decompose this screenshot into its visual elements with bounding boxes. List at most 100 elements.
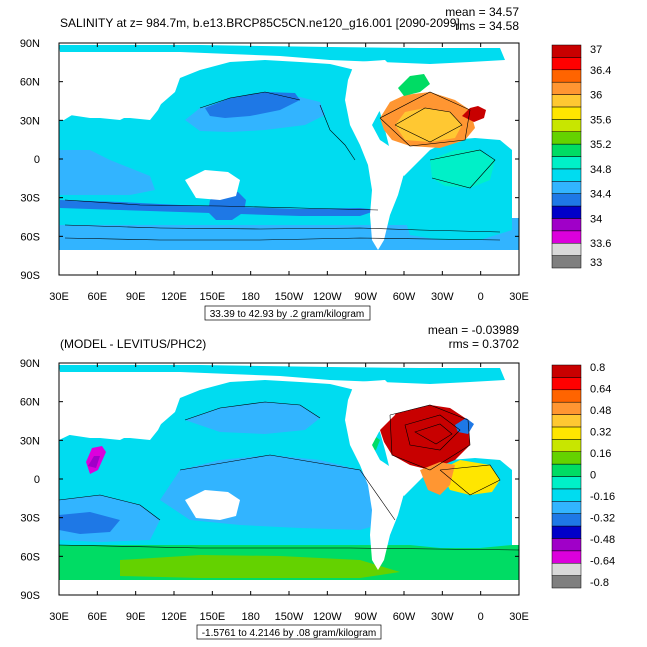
contour-line xyxy=(64,237,501,241)
colorbar-label: 0 xyxy=(590,470,596,482)
colorbar-label: 0.16 xyxy=(590,448,611,460)
y-tick-label: 90N xyxy=(20,38,40,50)
x-tick-label: 180 xyxy=(241,291,259,303)
colorbar-swatch xyxy=(551,181,582,194)
contour-line xyxy=(59,494,161,521)
y-tick-label: 60N xyxy=(20,397,40,409)
salinity-mean: mean = 34.57 xyxy=(445,5,519,19)
x-tick-label: 60E xyxy=(88,611,108,623)
colorbar-swatch xyxy=(551,562,582,576)
x-tick-label: 90E xyxy=(126,291,146,303)
y-tick-label: 90S xyxy=(20,270,40,282)
salinity-y-ticks: 90N 60N 30N 0 30S 60S 90S xyxy=(20,38,519,282)
y-tick-label: 30S xyxy=(20,513,40,525)
y-tick-label: 90N xyxy=(20,358,40,370)
y-tick-label: 30N xyxy=(20,115,40,127)
colorbar-swatch xyxy=(551,193,582,207)
colorbar-swatch xyxy=(551,389,582,403)
x-tick-label: 30E xyxy=(49,291,69,303)
colorbar-swatch xyxy=(551,488,582,502)
colorbar-label: -0.32 xyxy=(590,513,615,525)
colorbar-swatch xyxy=(551,364,582,378)
antarctica-land xyxy=(59,250,519,275)
salinity-rms: rms = 34.58 xyxy=(455,19,519,33)
colorbar-swatch xyxy=(551,168,582,182)
colorbar-swatch xyxy=(551,205,582,219)
contour-line xyxy=(59,544,519,551)
contour-line xyxy=(379,91,471,147)
colorbar-label: 36.4 xyxy=(590,65,611,77)
difference-y-ticks: 90N 60N 30N 0 30S 60S 90S xyxy=(20,358,519,602)
salinity-contour-info: 33.39 to 42.93 by .2 gram/kilogram xyxy=(210,309,365,320)
x-tick-label: 150E xyxy=(199,611,225,623)
australia-land xyxy=(185,170,240,200)
colorbar-swatch xyxy=(551,463,582,477)
difference-x-ticks: 30E 60E 90E 120E 150E 180 150W 120W 90W 60W 30W 0 30… xyxy=(49,363,529,623)
colorbar-label: 0.32 xyxy=(590,427,611,439)
x-tick-label: 0 xyxy=(478,611,484,623)
x-tick-label: 90W xyxy=(354,291,377,303)
contour-line xyxy=(319,104,356,161)
contour-line xyxy=(199,91,301,109)
x-tick-label: 120W xyxy=(313,611,342,623)
north-atlantic-green-fringe xyxy=(398,74,430,96)
colorbar-swatch xyxy=(551,230,582,244)
x-tick-label: 90E xyxy=(126,611,146,623)
difference-panel: (MODEL - LEVITUS/PHC2) mean = -0.03989 r… xyxy=(20,323,615,640)
colorbar-label: -0.16 xyxy=(590,491,615,503)
contour-line xyxy=(394,107,463,143)
indian-ocean-deep-negative xyxy=(59,512,120,534)
colorbar-swatch xyxy=(551,550,582,564)
contour-line xyxy=(64,199,379,211)
x-tick-label: 0 xyxy=(478,291,484,303)
eurasia-africa-land xyxy=(59,52,180,120)
southern-ocean-strong xyxy=(120,555,400,578)
x-tick-label: 150W xyxy=(275,291,304,303)
y-tick-label: 0 xyxy=(34,154,40,166)
x-tick-label: 30W xyxy=(431,291,454,303)
colorbar-label: 34.4 xyxy=(590,189,611,201)
y-tick-label: 30N xyxy=(20,435,40,447)
contour-line xyxy=(429,149,496,189)
x-tick-label: 120W xyxy=(313,291,342,303)
colorbar-label: 35.6 xyxy=(590,114,611,126)
colorbar-label: 35.2 xyxy=(590,139,611,151)
y-tick-label: 60S xyxy=(20,551,40,563)
y-tick-label: 0 xyxy=(34,474,40,486)
north-atlantic-core xyxy=(395,108,462,142)
colorbar-label: 34.8 xyxy=(590,164,611,176)
mediterranean-outflow xyxy=(462,106,486,122)
colorbar-swatch xyxy=(551,156,582,170)
colorbar-label: 34 xyxy=(590,213,602,225)
x-tick-label: 60W xyxy=(393,611,416,623)
colorbar-swatch xyxy=(551,525,582,539)
salinity-contours xyxy=(64,91,501,241)
colorbar-swatch xyxy=(551,255,582,269)
contour-line xyxy=(389,404,471,471)
colorbar-swatch xyxy=(551,513,582,527)
colorbar-label: -0.64 xyxy=(590,556,615,568)
colorbar-label: 36 xyxy=(590,90,602,102)
colorbar-swatch xyxy=(551,218,582,232)
contour-line xyxy=(179,454,396,521)
indian-ocean-fresh-belt xyxy=(59,150,155,195)
y-tick-label: 90S xyxy=(20,590,40,602)
salinity-map xyxy=(59,43,519,275)
contour-line xyxy=(64,224,501,233)
x-tick-label: 30W xyxy=(431,611,454,623)
colorbar-swatch xyxy=(551,426,582,440)
y-tick-label: 60N xyxy=(20,77,40,89)
colorbar-label: 0.64 xyxy=(590,384,611,396)
colorbar-swatch xyxy=(551,575,582,589)
colorbar-swatch xyxy=(551,414,582,428)
colorbar-label: 37 xyxy=(590,44,602,56)
colorbar-swatch xyxy=(551,94,582,108)
x-tick-label: 30E xyxy=(509,611,529,623)
x-tick-label: 120E xyxy=(161,611,187,623)
colorbar-swatch xyxy=(551,401,582,415)
australia-land xyxy=(185,490,240,520)
salinity-panel: SALINITY at z= 984.7m, b.e13.BRCP85C5CN.… xyxy=(20,5,611,321)
salinity-colorbar: 33 33.6 34 34.4 34.8 35.2 35.6 36 36.4 37 xyxy=(551,44,611,269)
difference-map xyxy=(59,363,519,595)
